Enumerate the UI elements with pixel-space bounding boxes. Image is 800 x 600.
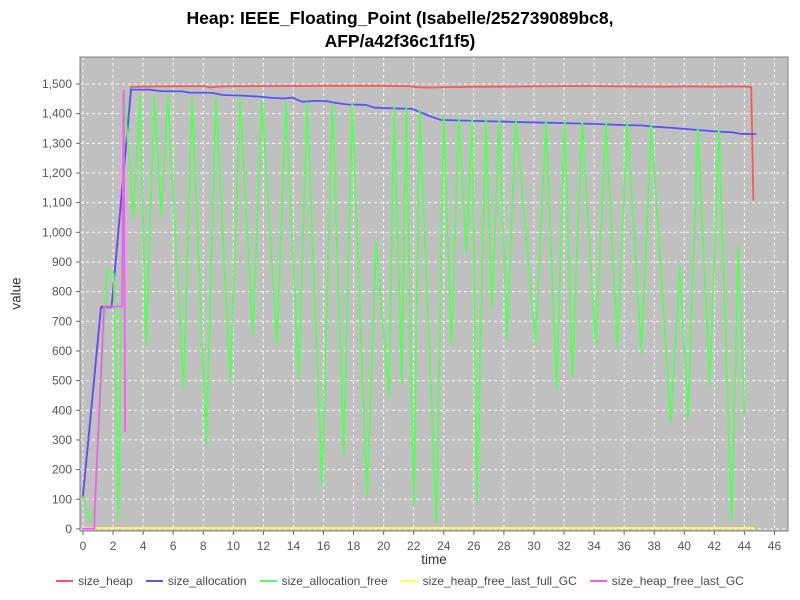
x-tick-label: 4	[140, 539, 147, 553]
x-tick-label: 36	[617, 539, 631, 553]
legend-line-swatch	[259, 580, 277, 582]
x-tick-label: 26	[467, 539, 481, 553]
plot-border	[79, 56, 789, 532]
chart-title: Heap: IEEE_Floating_Point (Isabelle/2527…	[186, 8, 614, 51]
x-tick-label: 30	[527, 539, 541, 553]
legend-line-swatch	[589, 580, 607, 582]
x-tick-label: 44	[738, 539, 752, 553]
series-line-size_allocation	[82, 88, 757, 496]
y-tick-label: 0	[65, 522, 72, 536]
legend-item-size_heap_free_last_GC: size_heap_free_last_GC	[589, 574, 744, 588]
legend-item-size_allocation_free: size_allocation_free	[259, 574, 388, 588]
legend: size_heap size_allocation size_allocation_…	[0, 574, 800, 588]
y-tick-label: 400	[52, 403, 72, 417]
x-tick-label: 46	[768, 539, 782, 553]
y-tick-label: 200	[52, 463, 72, 477]
legend-line-swatch	[56, 580, 74, 582]
legend-line-swatch	[145, 580, 163, 582]
x-tick-label: 22	[407, 539, 421, 553]
y-tick-label: 300	[52, 433, 72, 447]
x-tick-label: 40	[678, 539, 692, 553]
x-tick-label: 42	[708, 539, 722, 553]
y-tick-label: 100	[52, 492, 72, 506]
y-tick-label: 1,500	[42, 77, 72, 91]
legend-label: size_heap	[78, 574, 133, 588]
x-tick-label: 32	[557, 539, 571, 553]
legend-item-size_heap_free_last_full_GC: size_heap_free_last_full_GC	[400, 574, 577, 588]
x-axis-label: time	[421, 552, 447, 567]
x-tick-label: 8	[200, 539, 207, 553]
y-tick-label: 1,400	[42, 107, 72, 121]
x-tick-label: 6	[170, 539, 177, 553]
y-tick-label: 1,300	[42, 136, 72, 150]
series-line-size_heap_free_last_GC	[82, 89, 126, 530]
x-tick-label: 10	[227, 539, 241, 553]
x-tick-label: 20	[377, 539, 391, 553]
legend-item-size_allocation: size_allocation	[145, 574, 247, 588]
x-tick-label: 18	[347, 539, 361, 553]
legend-label: size_allocation	[167, 574, 247, 588]
y-tick-label: 1,200	[42, 166, 72, 180]
x-tick-label: 16	[317, 539, 331, 553]
y-tick-label: 900	[52, 255, 72, 269]
x-tick-label: 24	[437, 539, 451, 553]
legend-item-size_heap: size_heap	[56, 574, 133, 588]
legend-label: size_heap_free_last_GC	[611, 574, 744, 588]
x-tick-label: 2	[110, 539, 117, 553]
x-tick-label: 34	[587, 539, 601, 553]
y-axis-label: value	[8, 277, 24, 310]
y-tick-label: 1,100	[42, 196, 72, 210]
y-tick-label: 600	[52, 344, 72, 358]
x-tick-label: 28	[497, 539, 511, 553]
x-tick-label: 38	[648, 539, 662, 553]
x-tick-label: 14	[287, 539, 301, 553]
y-tick-label: 1,000	[42, 225, 72, 239]
legend-label: size_allocation_free	[281, 574, 388, 588]
series-line-size_heap	[82, 84, 755, 498]
x-tick-label: 0	[80, 539, 87, 553]
y-tick-label: 500	[52, 374, 72, 388]
x-tick-label: 12	[257, 539, 271, 553]
y-tick-label: 700	[52, 314, 72, 328]
y-tick-label: 800	[52, 285, 72, 299]
series-line-size_allocation_free	[82, 94, 746, 523]
legend-label: size_heap_free_last_full_GC	[422, 574, 577, 588]
legend-line-swatch	[400, 580, 418, 582]
